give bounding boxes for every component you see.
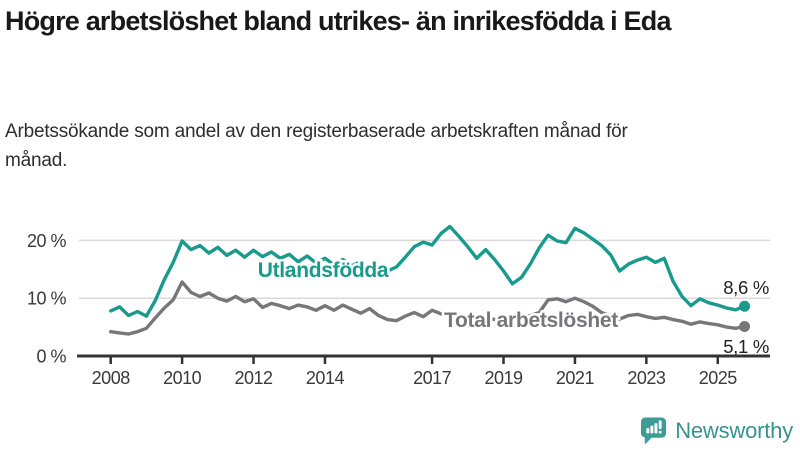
x-tick-label: 2012 — [235, 368, 274, 388]
newsworthy-brand-name: Newsworthy — [675, 417, 793, 443]
y-tick-label: 10 % — [27, 289, 67, 309]
newsworthy-bar-chart-bubble-icon — [639, 415, 668, 446]
x-tick-label: 2017 — [413, 368, 452, 388]
chart-title: Högre arbetslöshet bland utrikes- än inr… — [5, 6, 671, 36]
series-end-dot-0 — [739, 300, 751, 312]
y-tick-label: 0 % — [36, 347, 66, 367]
x-tick-label: 2025 — [699, 368, 738, 388]
newsworthy-logo[interactable]: Newsworthy — [639, 415, 793, 446]
series-end-value-1: 5,1 % — [723, 336, 769, 357]
series-label-1: Total arbetslöshet — [444, 309, 618, 332]
chart-subtitle: Arbetssökande som andel av den registerb… — [5, 121, 628, 172]
series-line-0 — [108, 224, 747, 318]
x-tick-label: 2023 — [627, 368, 666, 388]
x-tick-label: 2021 — [556, 368, 595, 388]
series-end-value-0: 8,6 % — [723, 277, 769, 298]
y-tick-label: 20 % — [27, 231, 67, 251]
series-end-dot-1 — [739, 321, 751, 333]
series-line-1 — [108, 280, 747, 336]
x-tick-label: 2019 — [484, 368, 523, 388]
x-tick-label: 2014 — [306, 368, 345, 388]
series-label-0: Utlandsfödda — [258, 259, 389, 282]
x-tick-label: 2010 — [163, 368, 202, 388]
x-tick-label: 2008 — [92, 368, 131, 388]
